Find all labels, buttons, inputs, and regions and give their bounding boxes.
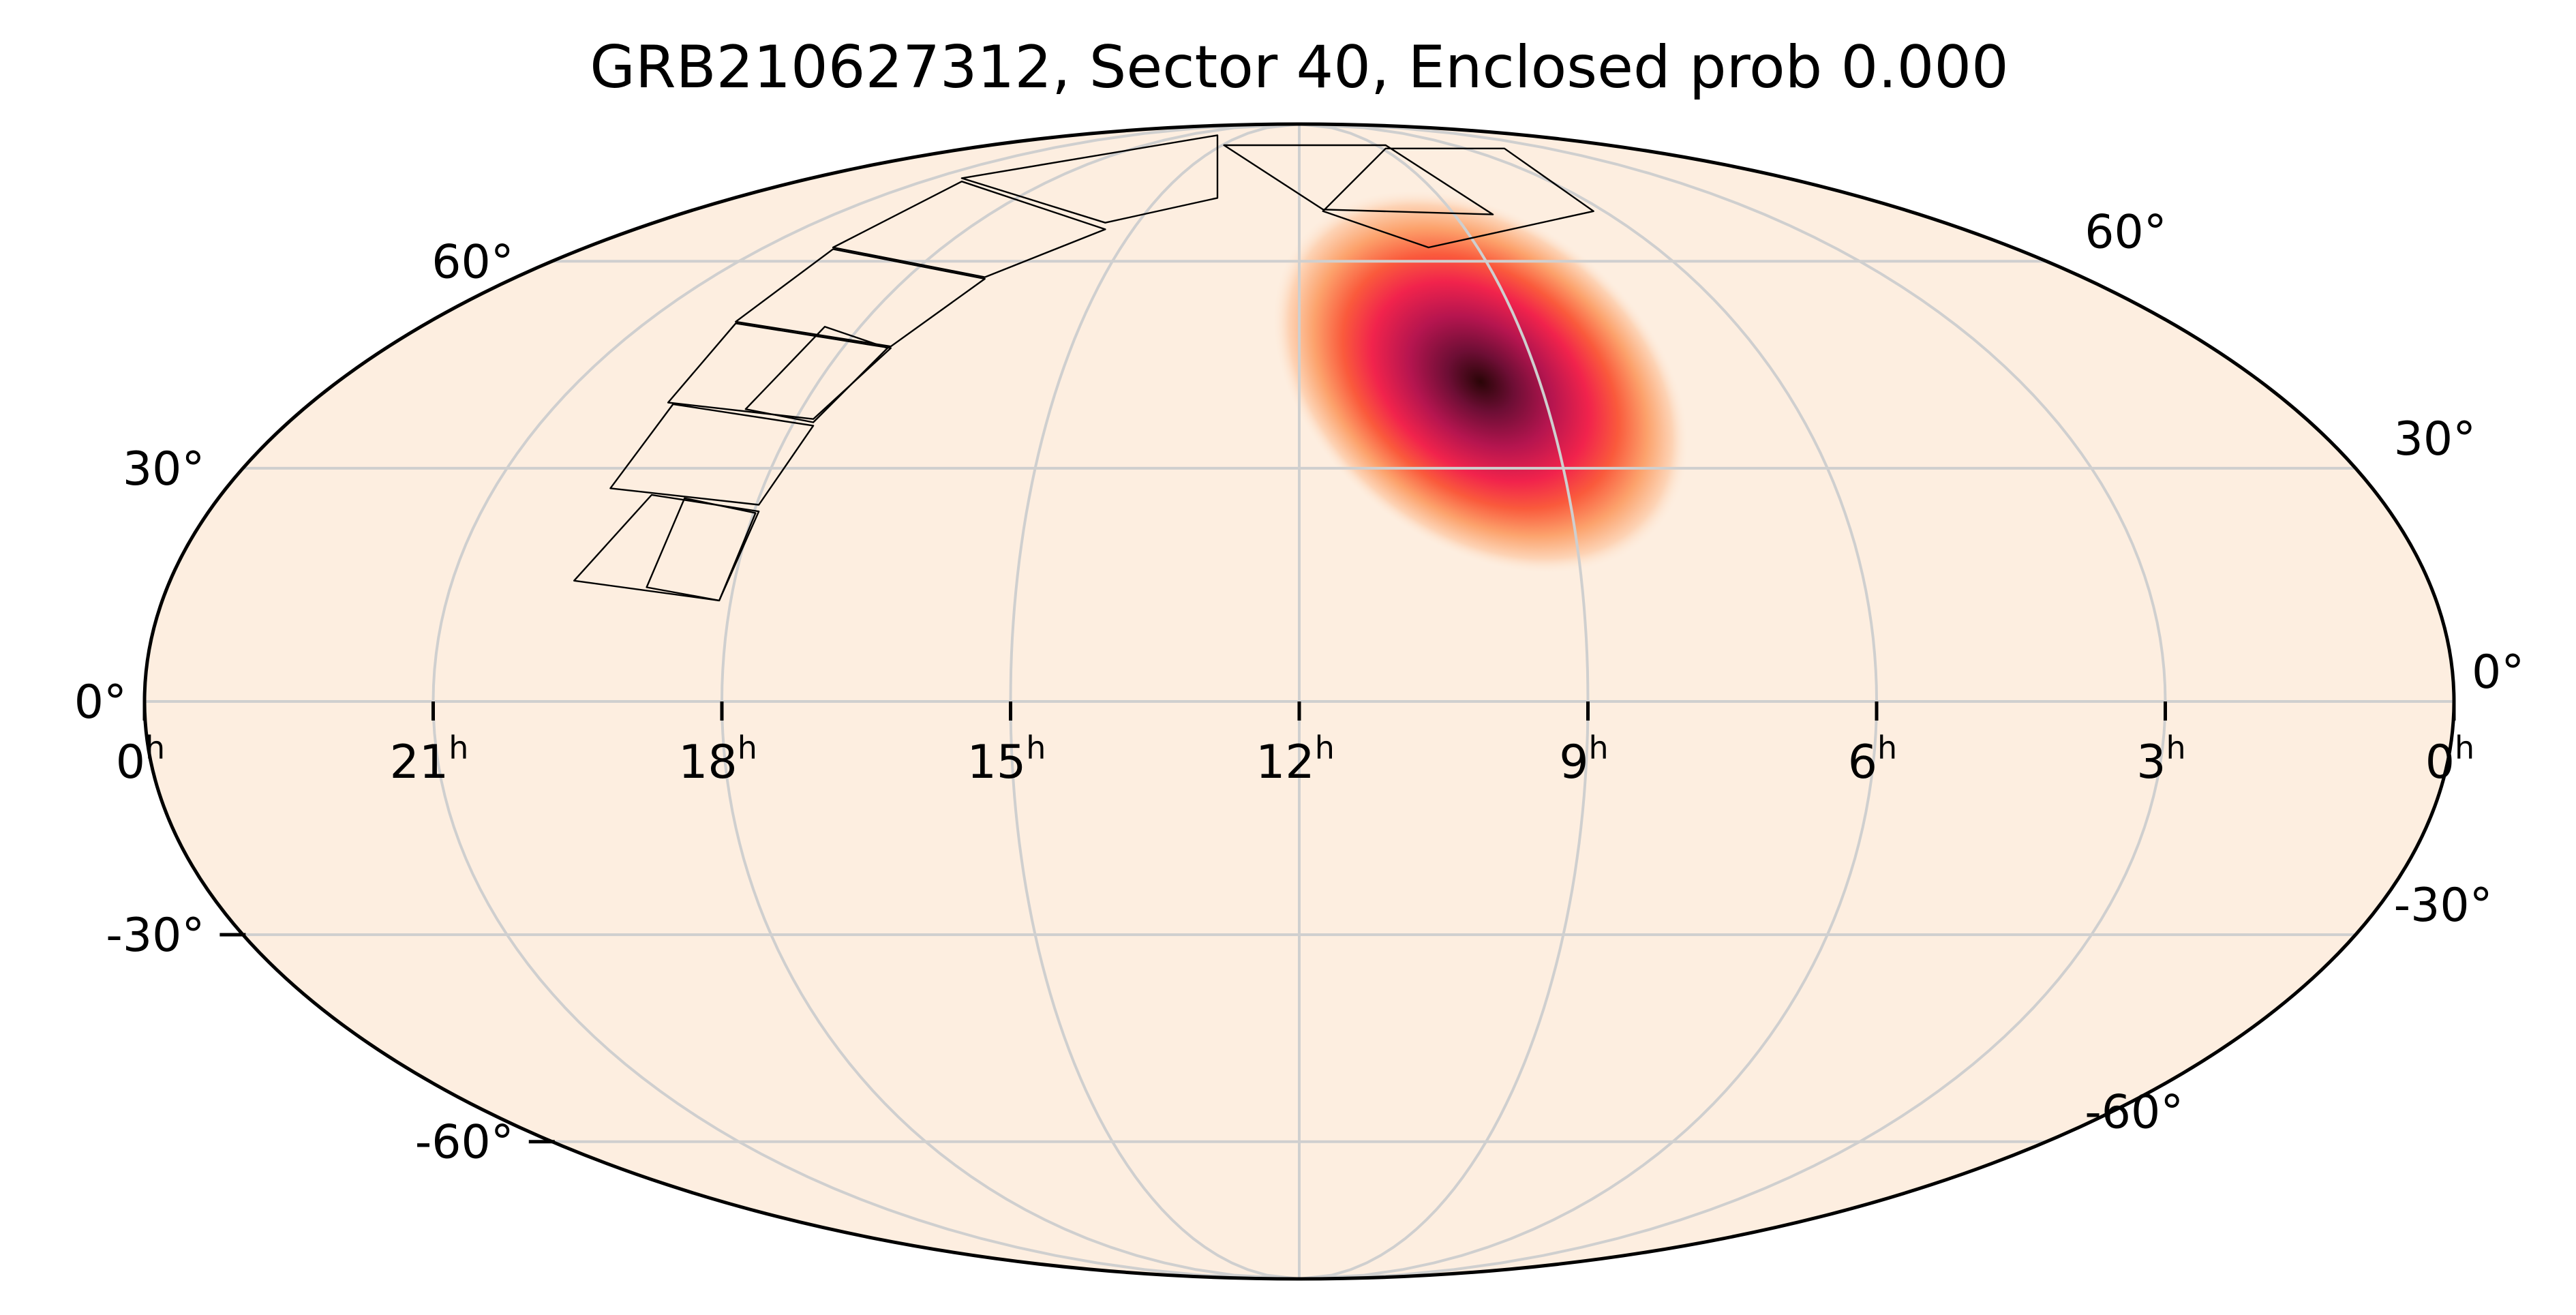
dec-tick-label-left: 0° xyxy=(74,676,127,729)
dec-tick-label-left: -60° xyxy=(415,1116,514,1170)
sector-footprint xyxy=(735,248,986,348)
dec-tick-label-left: 30° xyxy=(123,442,205,496)
plot-title: GRB210627312, Sector 40, Enclosed prob 0… xyxy=(590,33,2009,102)
ra-tick-label: 0h xyxy=(2425,729,2474,789)
sector-footprint xyxy=(960,134,1219,224)
ra-tick-label: 6h xyxy=(1848,729,1897,789)
ra-tick-label: 12h xyxy=(1256,729,1335,789)
ra-tick-label: 3h xyxy=(2136,729,2185,789)
dec-tick-label-right: 0° xyxy=(2472,646,2524,699)
sector-footprint xyxy=(573,494,760,602)
ra-tick-label: 15h xyxy=(967,729,1046,789)
axis-ticks: 0h 21h 18h 15h 12h 9h 6h 3h 0h 60° 60° 30° 30° 0° 0° -3… xyxy=(74,205,2525,1169)
sector-footprint xyxy=(609,403,815,506)
sector-footprint xyxy=(832,181,1106,278)
sector-footprint xyxy=(744,326,889,423)
dec-tick-label-left: 60° xyxy=(431,235,514,289)
dec-tick-label-right: -30° xyxy=(2394,879,2493,933)
dec-tick-label-right: 60° xyxy=(2085,205,2167,259)
probability-map xyxy=(1272,189,1689,575)
dec-tick-label-left: -30° xyxy=(106,909,204,963)
ra-tick-label: 9h xyxy=(1559,729,1608,789)
dec-tick-label-right: 30° xyxy=(2394,412,2476,466)
sector-footprint xyxy=(1223,144,1494,215)
ra-tick-label: 21h xyxy=(390,729,469,789)
dec-tick-label-right: -60° xyxy=(2085,1086,2183,1140)
ra-tick-label: 0h xyxy=(116,729,165,789)
sector-footprint xyxy=(646,497,757,602)
probability-blob xyxy=(1272,189,1689,575)
ra-tick-label: 18h xyxy=(678,729,757,789)
tess-sector-footprints xyxy=(573,134,1594,602)
sector-footprint xyxy=(1322,147,1594,249)
